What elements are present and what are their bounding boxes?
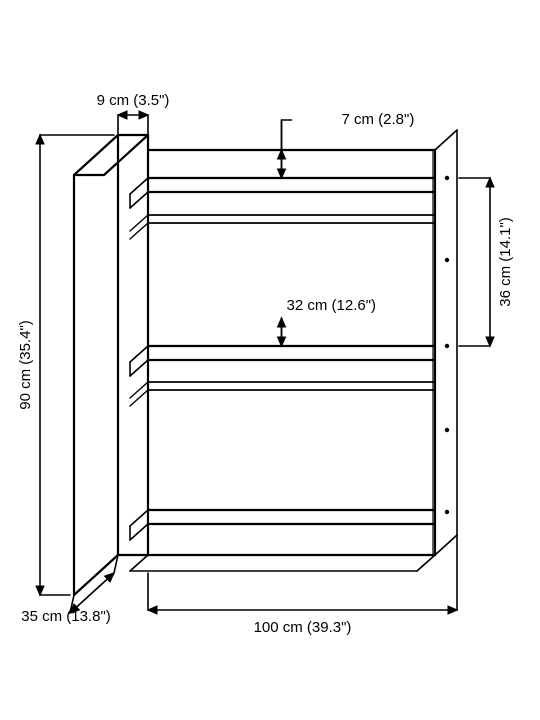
- svg-text:9 cm (3.5"): 9 cm (3.5"): [97, 92, 170, 109]
- svg-text:7 cm (2.8"): 7 cm (2.8"): [342, 111, 415, 128]
- svg-text:35 cm (13.8"): 35 cm (13.8"): [21, 608, 111, 625]
- svg-text:90 cm (35.4"): 90 cm (35.4"): [17, 320, 34, 410]
- svg-text:36 cm (14.1"): 36 cm (14.1"): [497, 217, 514, 307]
- svg-text:100 cm (39.3"): 100 cm (39.3"): [254, 619, 352, 636]
- svg-text:32 cm (12.6"): 32 cm (12.6"): [287, 297, 377, 314]
